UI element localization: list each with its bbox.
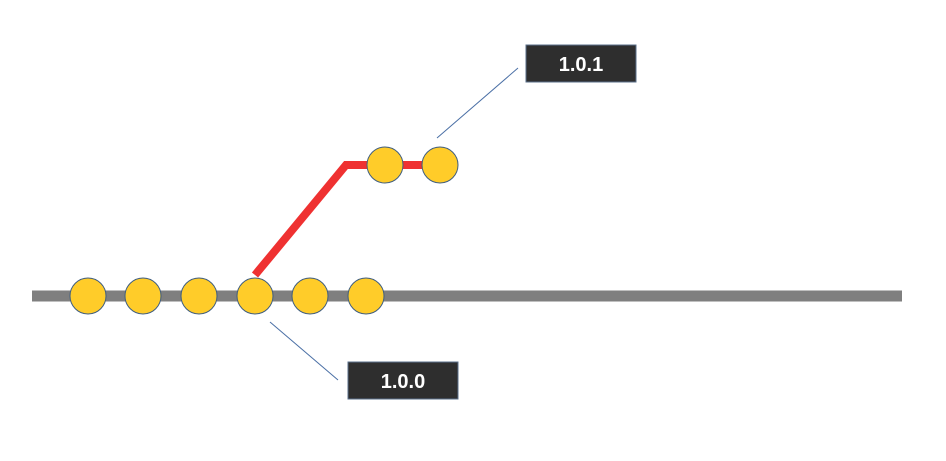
- commit-node-main: [69, 277, 107, 315]
- tag-label: 1.0.0: [381, 371, 425, 393]
- commit-node-main: [124, 277, 162, 315]
- tag-release-main: 1.0.0: [347, 361, 459, 400]
- commit-node-branch: [421, 146, 459, 184]
- commit-node-branch: [366, 146, 404, 184]
- tag-release-branch: 1.0.1: [525, 44, 637, 83]
- tag-label: 1.0.1: [559, 54, 603, 76]
- tag-box: [347, 361, 459, 400]
- leader-line-main: [269, 321, 339, 381]
- commit-node-main: [347, 277, 385, 315]
- tag-box: [525, 44, 637, 83]
- commit-node-main: [180, 277, 218, 315]
- commit-node-main: [236, 277, 274, 315]
- commit-node-main: [291, 277, 329, 315]
- branch-line: [251, 161, 440, 278]
- leader-line-branch: [436, 67, 519, 139]
